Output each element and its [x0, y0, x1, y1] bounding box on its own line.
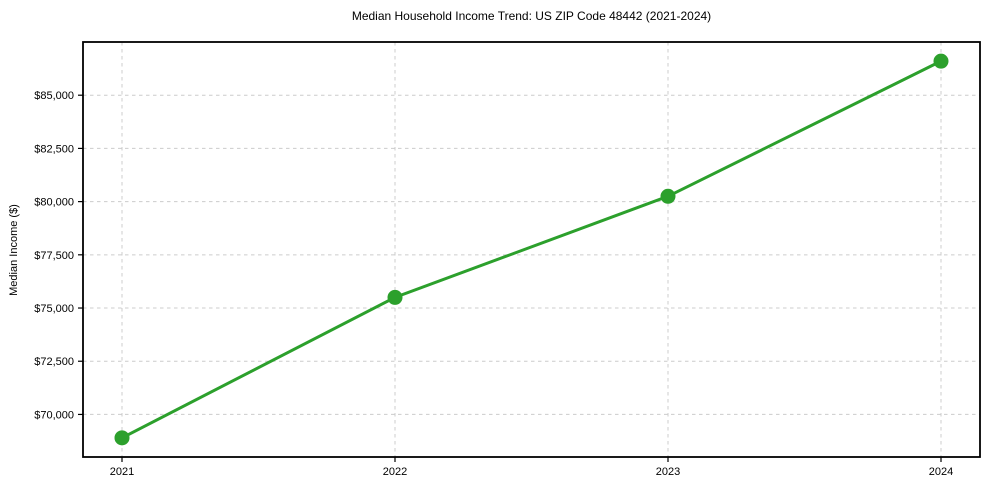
x-tick-label: 2021 [110, 466, 134, 478]
chart-title: Median Household Income Trend: US ZIP Co… [351, 9, 712, 23]
y-tick-label: $85,000 [34, 90, 74, 102]
trend-line [120, 59, 943, 440]
data-point-2023 [660, 188, 676, 204]
x-tick-label: 2022 [383, 466, 407, 478]
plot-frame [82, 41, 981, 458]
tick-layer: $70,000 $72,500 $75,000 $77,500 $80,000 $82,5… [34, 90, 953, 478]
y-tick-label: $77,500 [34, 250, 74, 262]
x-tick-label: 2023 [656, 466, 680, 478]
series-layer [114, 53, 949, 446]
y-tick-label: $82,500 [34, 143, 74, 155]
y-tick-label: $75,000 [34, 303, 74, 315]
data-point-2022 [387, 289, 403, 305]
grid-layer [83, 42, 980, 457]
frame-layer [82, 41, 981, 458]
y-tick-label: $72,500 [34, 356, 74, 368]
y-tick-label: $80,000 [34, 197, 74, 209]
data-point-2024 [933, 53, 949, 69]
y-tick-label: $70,000 [34, 409, 74, 421]
x-tick-label: 2024 [929, 466, 953, 478]
data-point-2021 [114, 430, 130, 446]
